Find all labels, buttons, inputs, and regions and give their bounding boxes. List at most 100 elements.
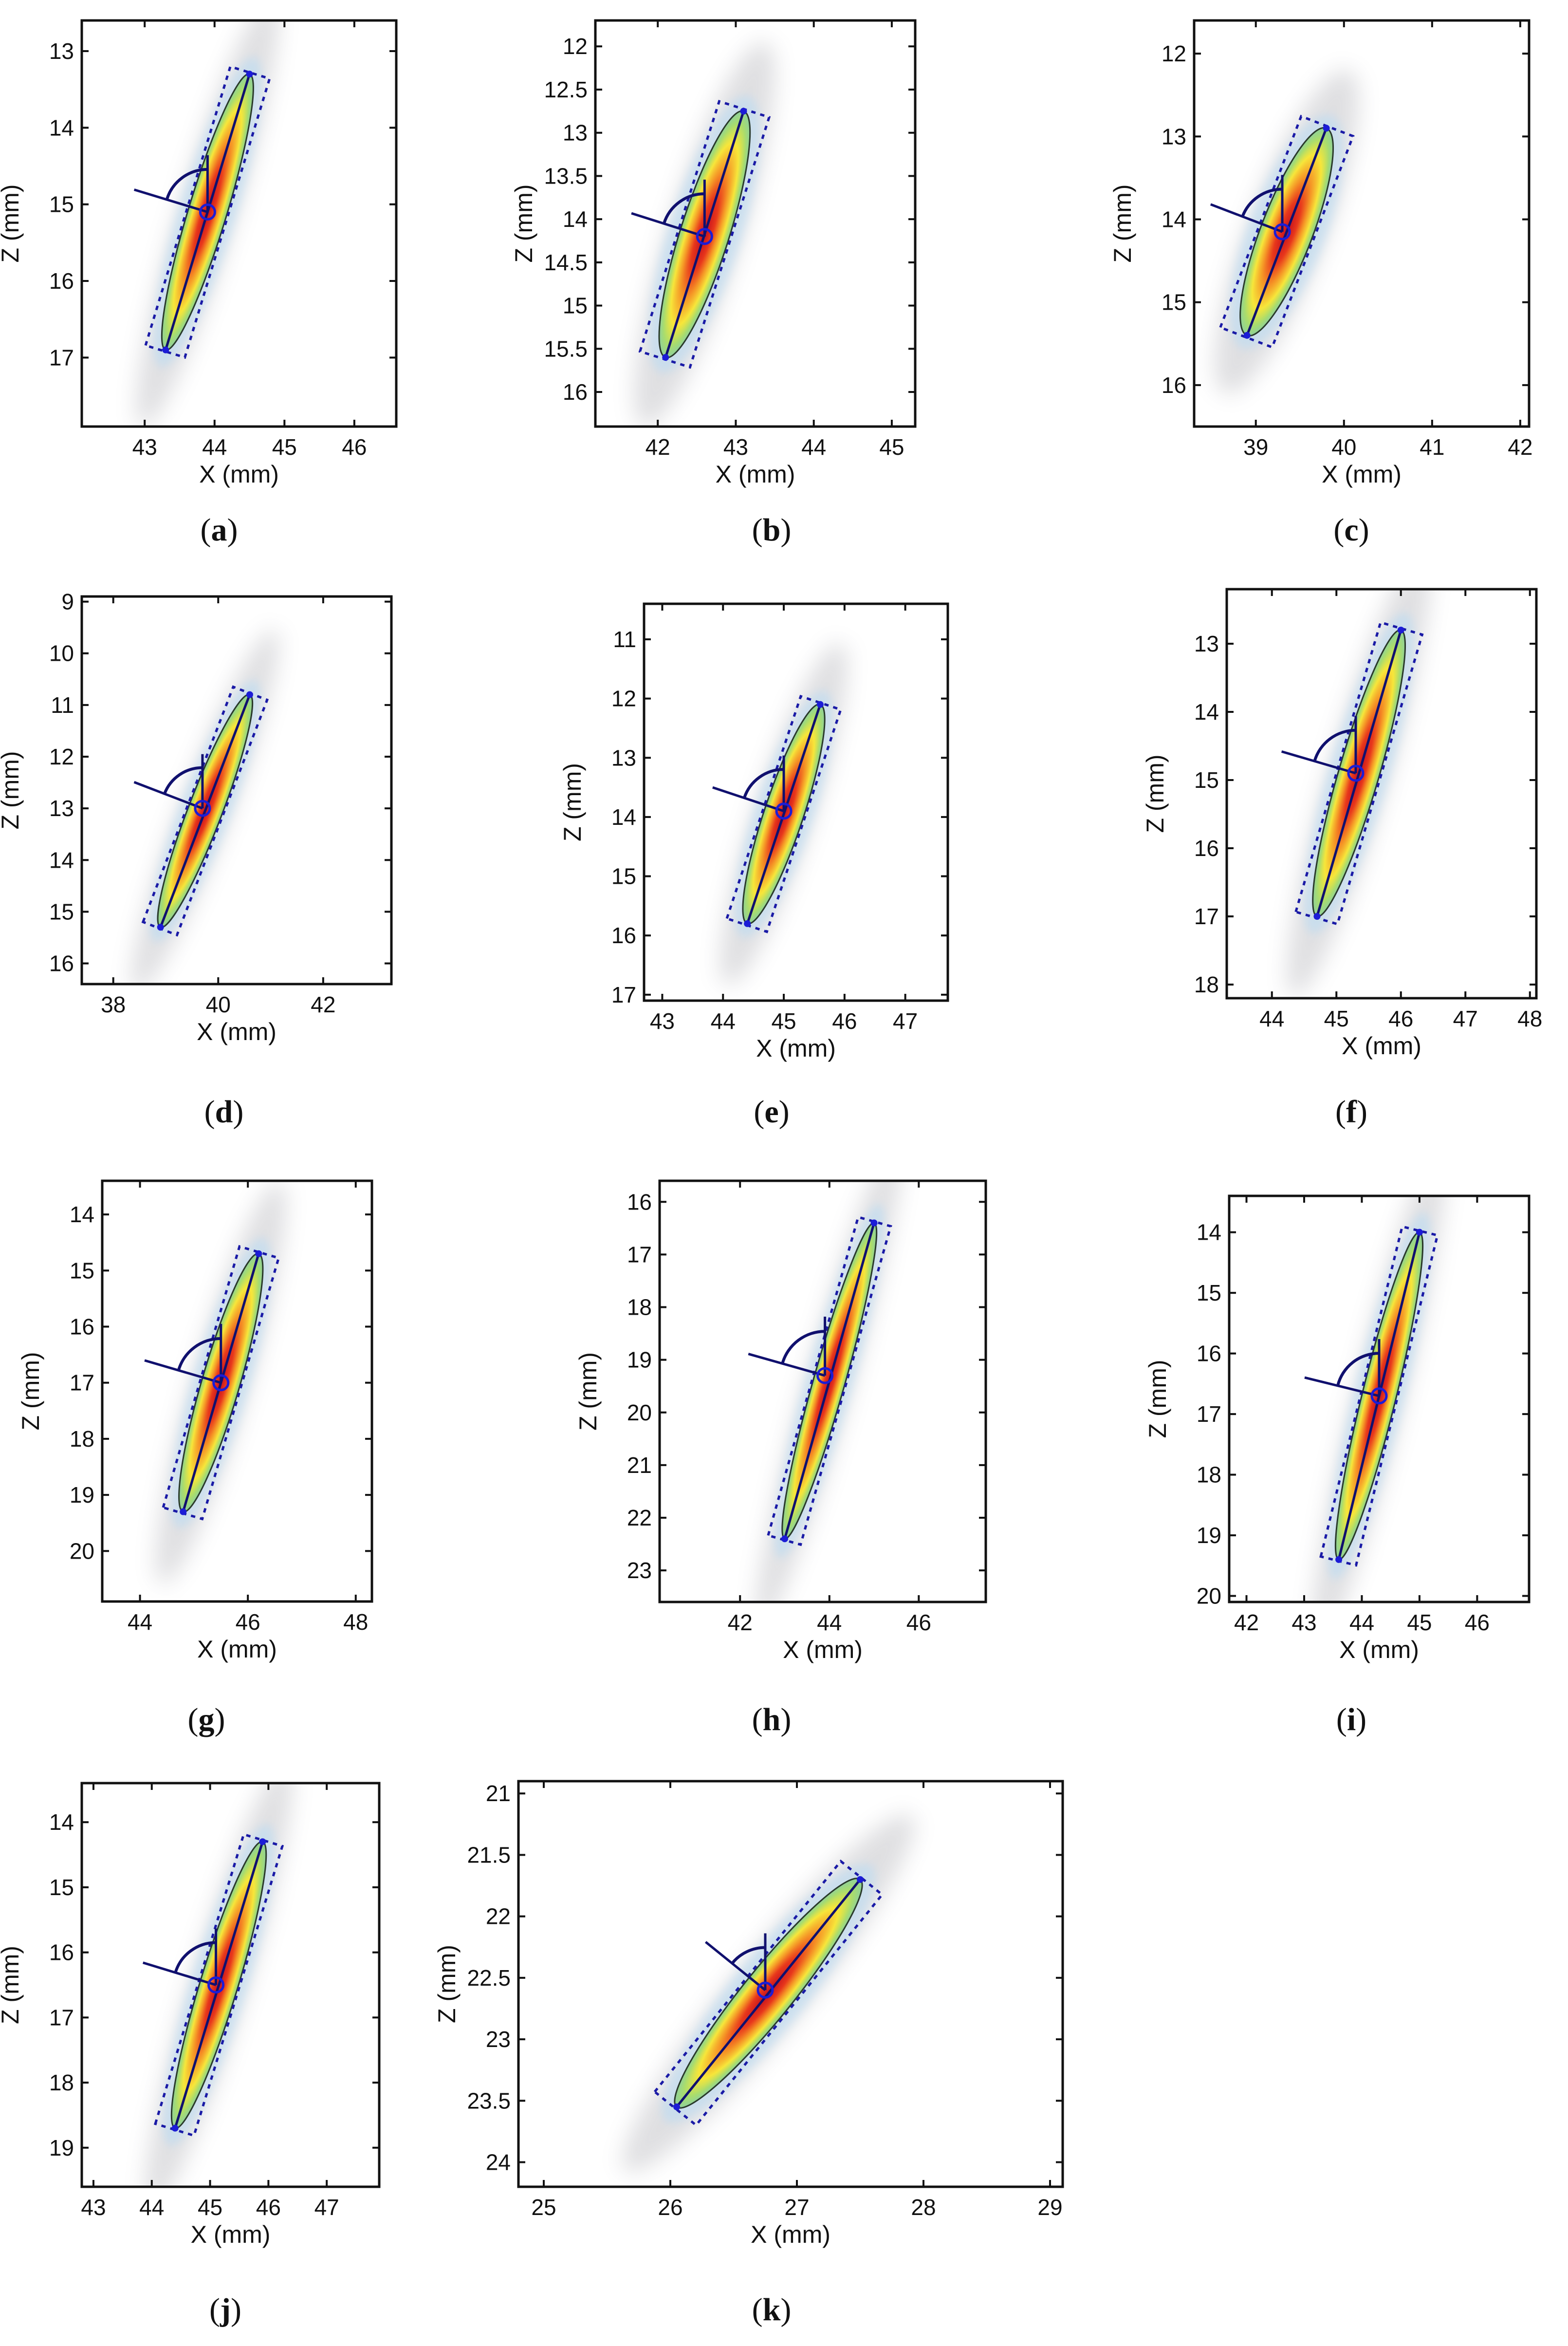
major-axis-line [1316, 630, 1402, 917]
panel-f: 44 45 46 47 48 13 14 15 16 17 18 X (mm) Z (mm) (f) [1142, 588, 1542, 1130]
y-tick-label: 18 [1197, 1462, 1221, 1488]
x-tick-label: 45 [1407, 1610, 1432, 1635]
y-tick-label: 20 [70, 1538, 94, 1564]
y-tick-label: 23 [627, 1558, 652, 1583]
x-tick-label: 48 [1517, 1006, 1542, 1031]
axis-endpoint-dot [1335, 1556, 1343, 1563]
y-axis-label: Z (mm) [0, 184, 24, 262]
y-tick-label: 14 [1162, 206, 1186, 232]
angle-reference-line [712, 786, 784, 813]
axes-frame [101, 1179, 373, 1603]
y-tick-label: 16 [49, 951, 74, 976]
panel-caption: (b) [752, 512, 792, 548]
y-tick-label: 17 [70, 1370, 94, 1396]
y-tick-label: 16 [49, 1940, 74, 1965]
x-tick-label: 38 [101, 992, 126, 1017]
y-tick-label: 17 [627, 1242, 652, 1267]
y-tick-label: 15.5 [544, 336, 588, 361]
y-tick-label: 14 [611, 804, 636, 830]
caption-letter: k [763, 2292, 781, 2327]
axis-endpoint-dot [171, 2124, 179, 2132]
x-tick-label: 44 [711, 1008, 736, 1034]
axes-frame [80, 595, 393, 986]
y-tick-label: 21 [627, 1452, 652, 1478]
panel-g: 44 46 48 14 15 16 17 18 19 20 X (mm) Z (mm) (g) [17, 1179, 373, 1737]
y-axis-label: Z (mm) [574, 1352, 602, 1431]
y-tick-label: 12 [611, 686, 636, 711]
y-tick-label: 21 [486, 1781, 511, 1806]
y-tick-label: 14 [49, 1809, 74, 1835]
panel-i: 42 43 44 45 46 14 15 16 17 18 19 20 X (mm) Z (mm) (i) [1144, 1194, 1531, 1737]
plot-area-d [82, 596, 391, 984]
axis-endpoint-dot [1243, 332, 1251, 339]
bounding-box [1294, 621, 1424, 926]
panel-caption: (k) [752, 2292, 792, 2327]
x-tick-label: 40 [1331, 434, 1356, 460]
x-axis-label: X (mm) [199, 461, 279, 488]
x-tick-label: 44 [139, 2195, 164, 2220]
x-tick-label: 47 [893, 1008, 918, 1034]
x-tick-label: 44 [202, 434, 227, 460]
axis-endpoint-dot [259, 1838, 266, 1845]
y-tick-label: 17 [1194, 904, 1219, 929]
y-tick-label: 14 [563, 206, 588, 232]
x-tick-label: 39 [1243, 434, 1268, 460]
x-tick-label: 44 [1259, 1006, 1284, 1031]
caption-close-paren: ) [780, 512, 791, 548]
x-tick-label: 43 [1291, 1610, 1316, 1635]
y-tick-label: 15 [1162, 290, 1186, 315]
caption-letter: d [215, 1094, 233, 1130]
x-tick-label: 47 [1453, 1006, 1478, 1031]
axis-endpoint-dot [157, 924, 164, 931]
centroid-marker [775, 802, 793, 820]
y-tick-label: 11 [51, 692, 74, 718]
axis-endpoint-dot [180, 1508, 187, 1515]
x-tick-label: 46 [906, 1610, 931, 1635]
x-tick-label: 45 [879, 434, 904, 460]
angle-arc [781, 1330, 825, 1364]
angle-arc [165, 168, 208, 200]
centroid-marker [696, 228, 713, 245]
y-tick-label: 19 [49, 2135, 74, 2160]
x-axis-label: X (mm) [1339, 1636, 1419, 1663]
y-tick-label: 13 [49, 796, 74, 821]
axis-endpoint-dot [744, 920, 751, 927]
caption-letter: f [1346, 1094, 1357, 1130]
angle-reference-line [133, 781, 203, 810]
y-tick-label: 13.5 [544, 163, 588, 188]
caption-letter: j [220, 2292, 231, 2327]
y-tick-label: 13 [1162, 124, 1186, 149]
x-tick-label: 25 [531, 2195, 556, 2220]
y-tick-label: 15 [49, 899, 74, 924]
y-tick-label: 22 [627, 1505, 652, 1530]
caption-letter: b [763, 512, 781, 548]
caption-close-paren: ) [233, 1094, 243, 1130]
x-axis-label: X (mm) [1322, 461, 1402, 488]
y-tick-label: 14 [1197, 1220, 1221, 1245]
x-axis-label: X (mm) [191, 2221, 271, 2248]
angle-arc [177, 1337, 221, 1371]
plot-area-h [660, 1181, 986, 1602]
angle-reference-line [142, 1961, 217, 1986]
caption-open-paren: ( [1333, 512, 1344, 548]
caption-letter: h [763, 1702, 781, 1737]
angle-reference-line [748, 1353, 826, 1377]
caption-close-paren: ) [780, 2292, 791, 2327]
axes-frame [80, 1782, 381, 2188]
panel-k: 25 26 27 28 29 21 21.5 22 22.5 23 23.5 24 X (mm) Z (m… [433, 1780, 1064, 2327]
axis-endpoint-dot [870, 1219, 878, 1227]
major-axis-line [1246, 128, 1328, 336]
angle-reference-line [1304, 1376, 1380, 1397]
caption-letter: g [199, 1702, 215, 1737]
y-tick-label: 17 [611, 982, 636, 1007]
panel-caption: (d) [204, 1094, 244, 1130]
major-axis-line [174, 1841, 264, 2129]
angle-arc [1241, 187, 1283, 217]
y-axis-label: Z (mm) [559, 763, 586, 841]
x-tick-label: 44 [801, 434, 826, 460]
panel-caption: (i) [1336, 1702, 1366, 1737]
caption-open-paren: ( [1336, 1702, 1347, 1737]
plot-area-e [644, 604, 948, 1001]
axis-endpoint-dot [857, 1876, 864, 1883]
axis-endpoint-dot [1416, 1229, 1423, 1236]
